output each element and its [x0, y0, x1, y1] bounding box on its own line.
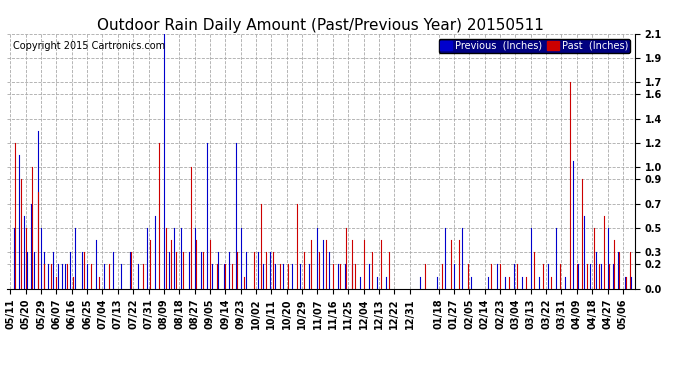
Text: Copyright 2015 Cartronics.com: Copyright 2015 Cartronics.com — [13, 41, 166, 51]
Title: Outdoor Rain Daily Amount (Past/Previous Year) 20150511: Outdoor Rain Daily Amount (Past/Previous… — [97, 18, 544, 33]
Legend: Previous  (Inches), Past  (Inches): Previous (Inches), Past (Inches) — [439, 39, 630, 53]
